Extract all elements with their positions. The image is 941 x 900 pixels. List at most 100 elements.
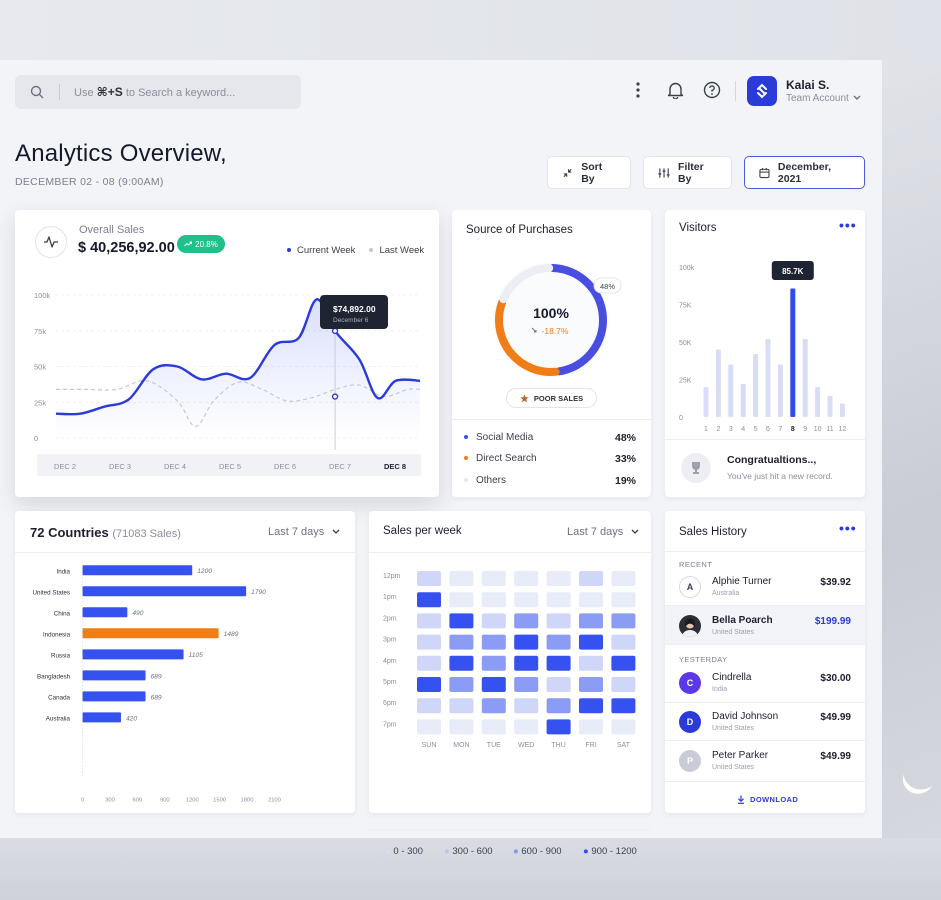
- trophy-icon: [681, 453, 711, 483]
- section-recent: RECENT: [679, 560, 713, 569]
- filter-button[interactable]: Filter By: [643, 156, 732, 189]
- heat-cell: [449, 592, 474, 608]
- heat-cell: [611, 613, 636, 629]
- x-tick-label: 1500: [213, 797, 227, 803]
- more-horizontal-icon[interactable]: •••: [839, 217, 857, 233]
- source-divider: [452, 419, 651, 420]
- search-shortcut: ⌘+S: [96, 85, 123, 99]
- source-value: 33%: [614, 453, 636, 465]
- date-label: December, 2021: [777, 160, 832, 185]
- heat-cell: [546, 613, 571, 629]
- x-tick-label: DEC 3: [109, 462, 131, 471]
- current-week-line: [55, 298, 421, 416]
- heat-cell: [481, 571, 506, 586]
- heat-cell: [579, 719, 603, 735]
- data-label: 490: [132, 610, 143, 617]
- user-role[interactable]: Team Account: [786, 93, 849, 104]
- y-tick-label: 2pm: [383, 615, 397, 622]
- collapse-arrows-icon: [563, 168, 572, 177]
- help-icon[interactable]: [702, 80, 722, 100]
- history-divider: [665, 702, 865, 703]
- category-label: Russia: [51, 653, 71, 660]
- country-bar: [82, 691, 146, 702]
- data-label: 420: [126, 715, 137, 722]
- sales-week-range-dropdown[interactable]: Last 7 days: [567, 526, 639, 538]
- x-tick-label: 11: [826, 426, 833, 433]
- heat-cell: [514, 655, 539, 671]
- visitor-bar: [765, 339, 771, 417]
- country-bar: [82, 586, 247, 597]
- download-link[interactable]: DOWNLOAD: [737, 795, 798, 804]
- search-bar[interactable]: Use ⌘+S to Search a keyword...: [15, 75, 301, 109]
- source-title: Source of Purchases: [466, 224, 573, 236]
- countries-title: 72 Countries: [30, 525, 109, 540]
- heat-cell: [417, 571, 441, 586]
- date-picker-button[interactable]: December, 2021: [744, 156, 865, 189]
- sales-line-chart: 100k 75k 50k 25k 0 DEC 2 DEC 3 DEC 4 DEC 5 DEC 6 D…: [34, 291, 421, 476]
- more-vertical-icon[interactable]: [628, 80, 648, 100]
- source-value: 19%: [614, 475, 636, 487]
- heat-cell: [546, 571, 571, 586]
- heat-cell: [417, 634, 441, 650]
- x-tick-label: 1200: [186, 797, 200, 803]
- history-row[interactable]: C Cindrella India $30.00: [665, 663, 865, 701]
- countries-range-dropdown[interactable]: Last 7 days: [268, 526, 340, 538]
- search-prefix: Use: [74, 87, 94, 99]
- visitor-bar: [728, 364, 734, 417]
- sales-week-range-label: Last 7 days: [567, 526, 624, 538]
- history-row[interactable]: Bella Poarch United States $199.99: [665, 606, 865, 644]
- donut-slice-social-media: [548, 264, 607, 376]
- countries-divider: [15, 552, 355, 553]
- account-logo-icon[interactable]: [747, 76, 777, 106]
- moon-icon: [903, 774, 932, 794]
- x-tick-label: 0: [81, 797, 85, 803]
- growth-badge: 20.8%: [177, 235, 225, 253]
- hover-point-current: [331, 327, 339, 335]
- heat-cell: [417, 655, 441, 671]
- customer-location: United States: [712, 764, 755, 771]
- x-tick-label: THU: [551, 742, 565, 749]
- y-tick-label: 7pm: [383, 721, 397, 728]
- background-top: [0, 0, 941, 60]
- x-tick-label: DEC 8: [384, 462, 406, 471]
- sale-amount: $30.00: [820, 673, 851, 684]
- chevron-down-icon[interactable]: [853, 95, 861, 101]
- x-tick-label: DEC 4: [164, 462, 186, 471]
- more-horizontal-icon[interactable]: •••: [839, 520, 857, 536]
- sales-week-title: Sales per week: [383, 525, 462, 537]
- x-tick-label: 7: [778, 426, 782, 433]
- sales-heatmap: 12pm 1pm 2pm 3pm 4pm 5pm 6pm 7pm SUN MON TUE WED THU…: [383, 571, 636, 749]
- heat-cell: [481, 613, 506, 629]
- x-tick-label: 6: [766, 426, 770, 433]
- download-icon: [738, 795, 744, 804]
- visitor-bar: [740, 384, 746, 417]
- history-divider: [665, 644, 865, 645]
- heat-cell: [417, 719, 441, 735]
- history-divider: [665, 781, 865, 782]
- legend-last-label: Last Week: [379, 245, 425, 256]
- source-card: Source of Purchases 100% -18.7% 48% POOR S…: [452, 210, 651, 497]
- user-name[interactable]: Kalai S.: [786, 78, 830, 92]
- sort-button[interactable]: Sort By: [547, 156, 631, 189]
- data-label: 689: [151, 673, 162, 680]
- ring-label: 48%: [600, 282, 615, 291]
- heat-cell: [546, 634, 571, 650]
- y-tick-label: 6pm: [383, 700, 397, 707]
- hover-point-last: [331, 393, 339, 400]
- heat-cell: [579, 634, 603, 650]
- history-row[interactable]: P Peter Parker United States $49.99: [665, 741, 865, 779]
- history-row[interactable]: D David Johnson United States $49.99: [665, 702, 865, 740]
- heat-cell: [449, 677, 474, 692]
- countries-card: 72 Countries (71083 Sales) Last 7 days I…: [15, 511, 355, 813]
- history-row[interactable]: A Alphie Turner Australia $39.92: [665, 567, 865, 605]
- background-right: [882, 60, 941, 840]
- star-icon: [520, 393, 529, 402]
- filter-label: Filter By: [678, 160, 704, 185]
- chevron-down-icon: [332, 529, 340, 534]
- bell-icon[interactable]: [665, 80, 685, 100]
- x-axis-band: [37, 454, 421, 476]
- x-tick-label: 9: [803, 426, 807, 433]
- y-tick-label: 50K: [679, 340, 692, 347]
- x-tick-label: DEC 2: [54, 462, 76, 471]
- source-label: Direct Search: [476, 453, 537, 464]
